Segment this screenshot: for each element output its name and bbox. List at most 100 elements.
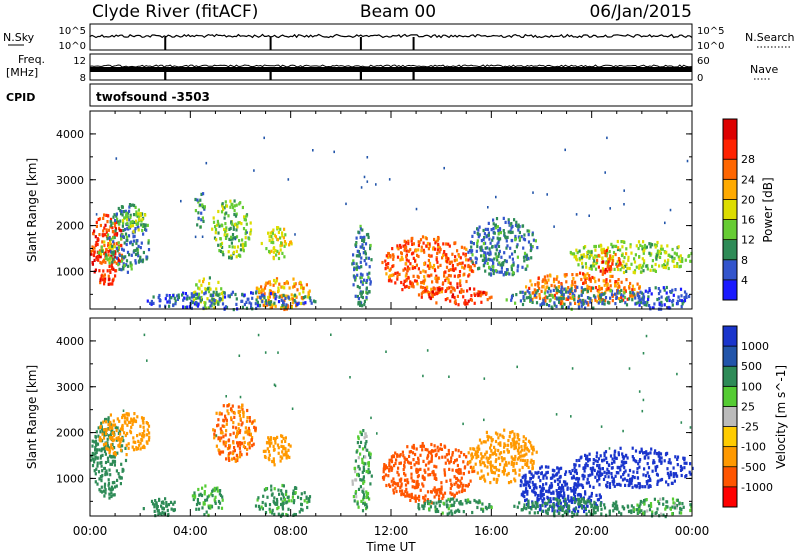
range-gate-cell bbox=[142, 507, 145, 511]
range-gate-cell bbox=[100, 479, 103, 483]
range-gate-cell bbox=[228, 446, 231, 450]
range-gate-cell bbox=[394, 281, 397, 285]
range-gate-cell bbox=[236, 429, 239, 434]
range-gate-cell bbox=[234, 426, 238, 430]
range-gate-cell bbox=[611, 274, 614, 278]
range-gate-cell bbox=[136, 251, 139, 255]
range-gate-cell bbox=[225, 234, 229, 238]
range-gate-cell bbox=[615, 244, 618, 248]
range-gate-cell bbox=[663, 263, 666, 267]
range-gate-cell bbox=[273, 463, 276, 467]
range-gate-cell bbox=[467, 258, 470, 262]
range-gate-cell bbox=[400, 251, 403, 255]
range-gate-cell bbox=[388, 275, 391, 279]
range-gate-cell bbox=[622, 294, 625, 298]
range-gate-cell bbox=[435, 477, 438, 481]
range-gate-cell bbox=[245, 300, 248, 304]
range-gate-cell bbox=[617, 278, 620, 282]
range-gate-cell bbox=[659, 255, 662, 259]
range-gate-cell bbox=[238, 430, 241, 435]
range-gate-cell bbox=[488, 435, 491, 439]
range-gate-cell bbox=[272, 250, 276, 254]
range-gate-cell bbox=[99, 489, 102, 493]
range-gate-cell bbox=[282, 236, 285, 240]
range-gate-cell bbox=[203, 305, 206, 309]
range-gate-cell bbox=[497, 436, 500, 440]
range-gate-cell bbox=[403, 460, 406, 464]
range-gate-cell bbox=[518, 446, 521, 450]
range-gate-cell bbox=[218, 224, 221, 228]
range-gate-cell bbox=[510, 455, 513, 459]
range-gate-cell bbox=[361, 295, 364, 300]
range-gate-cell bbox=[426, 264, 429, 268]
range-gate-cell bbox=[638, 255, 641, 259]
range-gate-cell bbox=[100, 485, 103, 489]
range-gate-cell bbox=[422, 248, 425, 252]
y-tick-label: 3000 bbox=[56, 174, 84, 187]
range-gate-cell bbox=[415, 485, 418, 490]
range-gate-cell bbox=[464, 465, 467, 469]
range-gate-cell bbox=[409, 461, 412, 465]
range-gate-cell bbox=[268, 453, 271, 457]
range-gate-cell bbox=[190, 299, 193, 303]
range-gate-cell bbox=[622, 461, 626, 465]
range-gate-cell bbox=[286, 303, 289, 308]
range-gate-cell bbox=[626, 297, 629, 301]
range-gate-cell bbox=[437, 500, 440, 504]
range-gate-cell bbox=[486, 227, 490, 231]
range-gate-cell bbox=[267, 295, 270, 299]
range-gate-cell bbox=[166, 300, 169, 304]
range-gate-cell bbox=[281, 507, 285, 511]
range-gate-cell bbox=[575, 459, 578, 463]
range-gate-cell bbox=[676, 299, 679, 303]
range-gate-cell bbox=[119, 427, 122, 431]
range-gate-cell bbox=[629, 291, 632, 295]
range-gate-cell bbox=[233, 223, 237, 227]
range-gate-cell bbox=[110, 223, 113, 227]
range-gate-cell bbox=[111, 230, 114, 234]
range-gate-cell bbox=[557, 470, 560, 474]
range-gate-cell bbox=[605, 513, 608, 517]
range-gate-cell bbox=[390, 468, 393, 472]
range-gate-cell bbox=[545, 489, 548, 493]
range-gate-cell bbox=[633, 271, 636, 275]
range-gate-cell bbox=[355, 450, 358, 454]
range-gate-cell bbox=[192, 293, 196, 298]
range-gate-cell bbox=[596, 472, 599, 476]
range-gate-cell bbox=[669, 290, 672, 294]
range-gate-cell bbox=[550, 491, 553, 495]
range-gate-cell bbox=[670, 290, 673, 294]
range-gate-cell bbox=[285, 513, 288, 517]
range-gate-cell bbox=[414, 259, 417, 263]
range-gate-cell bbox=[407, 275, 410, 280]
range-gate-cell bbox=[482, 254, 485, 258]
range-gate-cell bbox=[513, 504, 516, 508]
range-gate-cell bbox=[578, 505, 581, 509]
range-gate-cell bbox=[268, 438, 271, 442]
range-gate-cell bbox=[355, 262, 358, 266]
range-gate-cell bbox=[593, 504, 596, 508]
range-gate-cell bbox=[124, 421, 127, 425]
range-gate-cell bbox=[249, 228, 253, 232]
range-gate-cell bbox=[237, 405, 240, 409]
range-gate-cell bbox=[221, 424, 224, 428]
range-gate-cell bbox=[432, 488, 435, 492]
range-gate-cell bbox=[531, 501, 534, 505]
range-gate-cell bbox=[617, 466, 620, 470]
range-gate-cell bbox=[463, 246, 466, 250]
range-gate-cell bbox=[447, 507, 450, 511]
range-gate-cell bbox=[608, 482, 612, 486]
range-gate-cell bbox=[279, 455, 282, 459]
range-gate-cell bbox=[134, 205, 137, 209]
range-gate-cell bbox=[662, 265, 665, 269]
range-gate-cell bbox=[248, 419, 251, 423]
range-gate-cell bbox=[606, 460, 609, 465]
range-gate-cell bbox=[426, 274, 429, 278]
range-gate-cell bbox=[364, 252, 367, 256]
range-gate-cell bbox=[241, 441, 244, 445]
range-gate-cell bbox=[586, 296, 590, 300]
nsky-tick-bottom: 10^0 bbox=[59, 41, 86, 52]
range-gate-cell bbox=[648, 304, 651, 308]
range-gate-cell bbox=[228, 458, 231, 462]
range-gate-cell bbox=[434, 241, 437, 245]
